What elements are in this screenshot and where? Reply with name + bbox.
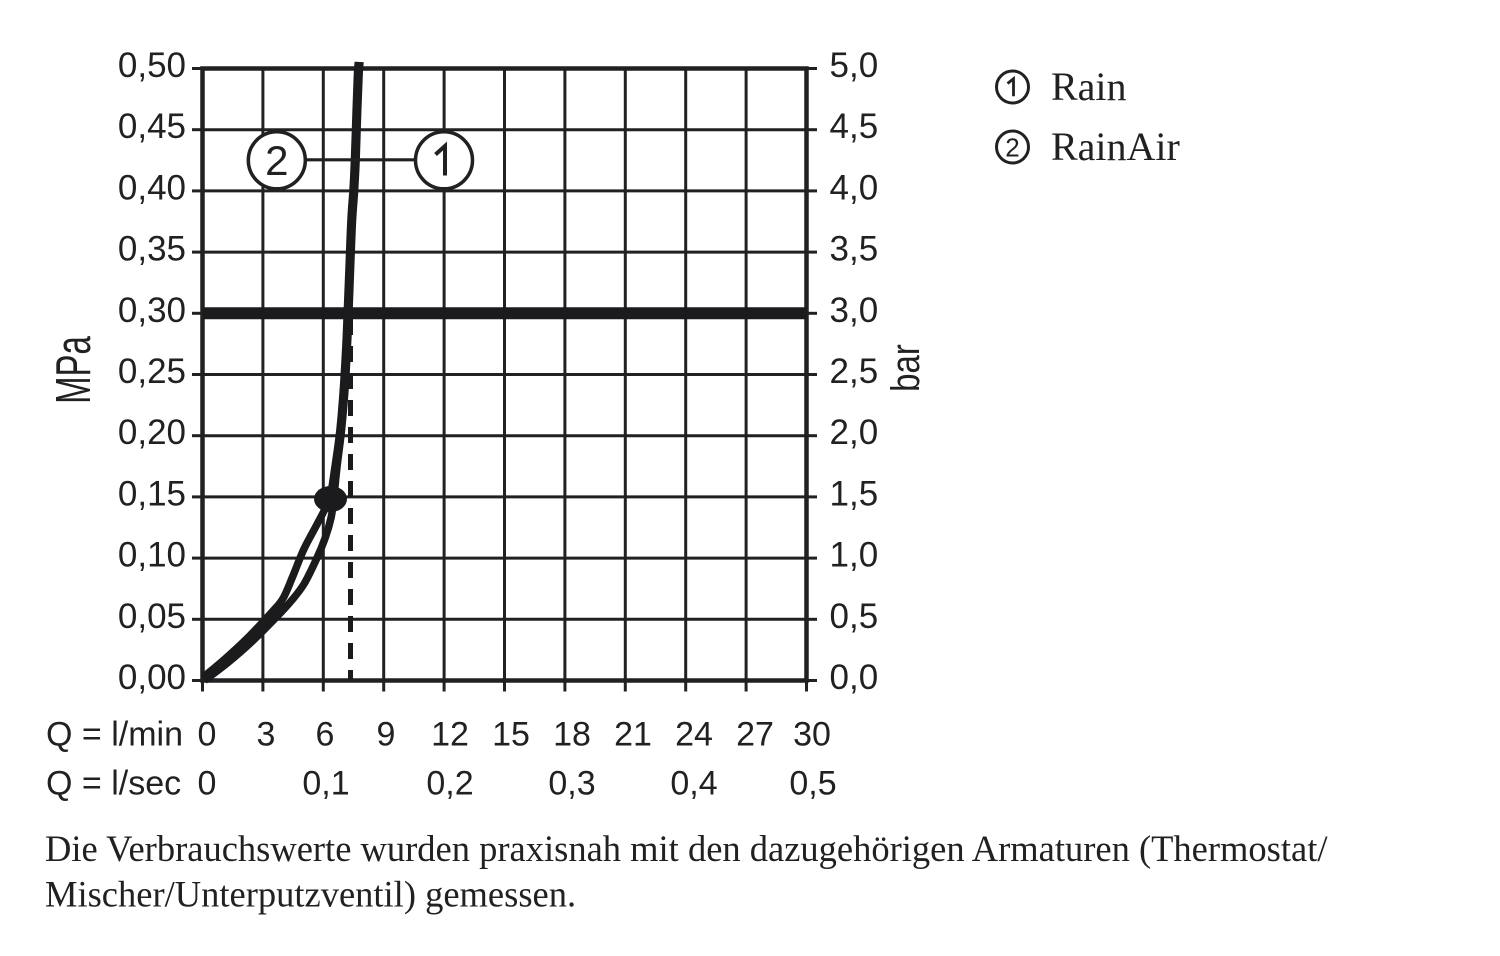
svg-text:15: 15 [492, 716, 530, 754]
svg-text:0,20: 0,20 [118, 413, 186, 452]
svg-text:0: 0 [198, 716, 217, 754]
svg-text:0,4: 0,4 [670, 765, 717, 803]
svg-text:9: 9 [377, 716, 396, 754]
svg-text:0,1: 0,1 [302, 765, 349, 803]
svg-text:24: 24 [675, 716, 713, 754]
svg-text:21: 21 [614, 716, 652, 754]
svg-text:0,05: 0,05 [118, 597, 186, 636]
svg-text:0,30: 0,30 [118, 291, 186, 330]
svg-text:Q = l/sec: Q = l/sec [46, 765, 181, 803]
svg-text:Die Verbrauchswerte wurden pra: Die Verbrauchswerte wurden praxisnah mit… [45, 828, 1328, 869]
svg-text:Mischer/Unterputzventil) gemes: Mischer/Unterputzventil) gemessen. [45, 874, 576, 915]
svg-text:bar: bar [883, 344, 928, 392]
svg-text:0,5: 0,5 [789, 765, 836, 803]
svg-text:6: 6 [316, 716, 335, 754]
svg-text:4,0: 4,0 [830, 168, 879, 207]
svg-text:2: 2 [265, 137, 288, 184]
svg-text:0,50: 0,50 [118, 46, 186, 85]
svg-text:0,10: 0,10 [118, 536, 186, 575]
svg-text:0,15: 0,15 [118, 474, 186, 513]
svg-text:0,3: 0,3 [548, 765, 595, 803]
svg-text:12: 12 [431, 716, 469, 754]
svg-text:2,0: 2,0 [830, 413, 879, 452]
svg-text:3,0: 3,0 [830, 291, 879, 330]
svg-text:0,45: 0,45 [118, 107, 186, 146]
svg-text:0,00: 0,00 [118, 658, 186, 697]
svg-text:1,5: 1,5 [830, 474, 879, 513]
svg-text:MPa: MPa [45, 336, 100, 404]
svg-text:RainAir: RainAir [1051, 124, 1180, 169]
svg-text:0,5: 0,5 [830, 597, 879, 636]
svg-text:3: 3 [257, 716, 276, 754]
svg-text:2,5: 2,5 [830, 352, 879, 391]
svg-text:0,35: 0,35 [118, 230, 186, 269]
svg-text:1,0: 1,0 [830, 536, 879, 575]
svg-text:27: 27 [736, 716, 774, 754]
svg-text:0,25: 0,25 [118, 352, 186, 391]
svg-text:30: 30 [793, 716, 831, 754]
svg-text:0,40: 0,40 [118, 168, 186, 207]
svg-text:5,0: 5,0 [830, 46, 879, 85]
svg-text:18: 18 [553, 716, 591, 754]
svg-text:Rain: Rain [1051, 64, 1127, 109]
svg-text:0: 0 [198, 765, 217, 803]
svg-text:4,5: 4,5 [830, 107, 879, 146]
svg-text:2: 2 [1005, 133, 1019, 163]
svg-text:0,0: 0,0 [830, 658, 879, 697]
svg-text:Q = l/min: Q = l/min [46, 716, 183, 754]
svg-text:3,5: 3,5 [830, 230, 879, 269]
svg-text:0,2: 0,2 [426, 765, 473, 803]
